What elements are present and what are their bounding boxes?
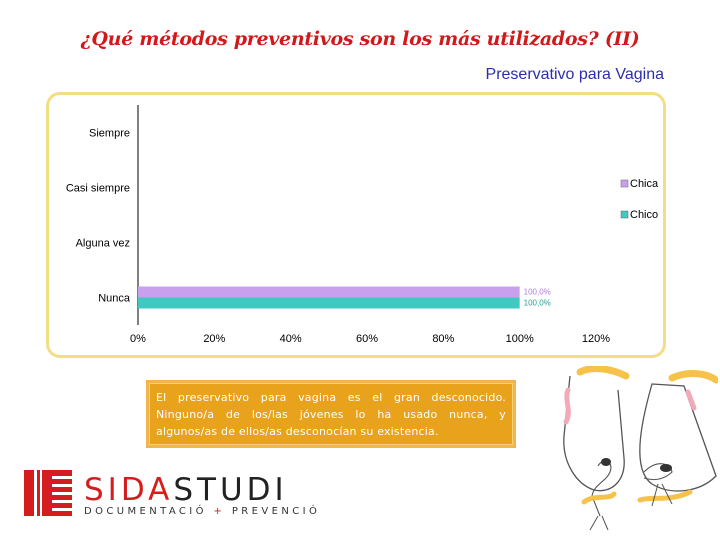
logo-tagline-left: DOCUMENTACIÓ [84,506,207,517]
category-label: Nunca [98,293,131,305]
legend-label-chico: Chico [630,209,658,221]
chart-subtitle: Preservativo para Vagina [485,66,664,83]
data-label: 100,0% [524,299,551,308]
slide-title: ¿Qué métodos preventivos son los más uti… [80,28,640,50]
chart: Siempre Casi siempre Alguna vez Nunca 100,0%… [66,105,659,345]
logo-tagline-right: PREVENCIÓ [231,506,321,517]
legend-label-chica: Chica [630,178,659,190]
legend-swatch-chica [620,179,629,188]
logo-tagline: DOCUMENTACIÓ + PREVENCIÓ [84,506,320,517]
note-text: El preservativo para vagina es el gran d… [156,391,506,438]
bar-chica [138,286,520,298]
data-label: 100,0% [524,288,551,297]
sidastudi-logo: SIDASTUDI DOCUMENTACIÓ + PREVENCIÓ [24,470,317,520]
category-label: Alguna vez [76,238,130,250]
x-tick-label: 120% [582,333,610,345]
logo-brand-red: SIDA [84,472,174,508]
x-tick-label: 80% [432,333,454,345]
x-tick-label: 40% [280,333,302,345]
logo-wordmark: SIDASTUDI [84,472,288,508]
x-tick-label: 100% [506,333,534,345]
x-tick-label: 0% [130,333,146,345]
note-background [149,383,513,445]
logo-mark-icon [24,470,72,516]
x-tick-label: 60% [356,333,378,345]
note-box: El preservativo para vagina es el gran d… [146,380,516,448]
condom-illustration [540,365,720,536]
bar-chico [138,297,520,309]
chart-frame: Siempre Casi siempre Alguna vez Nunca 100,0%… [46,92,666,358]
x-tick-label: 20% [203,333,225,345]
condom-illustration-icon [563,365,720,531]
logo-brand-dark: STUDI [173,472,288,508]
legend-swatch-chico [620,210,629,219]
logo-tagline-plus: + [213,506,226,517]
category-label: Casi siempre [66,183,130,195]
category-label: Siempre [89,128,130,140]
